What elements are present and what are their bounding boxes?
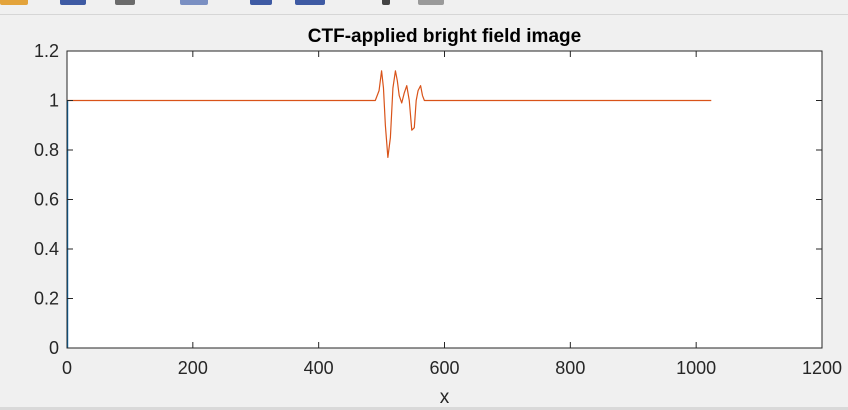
series-line-2 — [67, 70, 712, 159]
y-tick-label: 1.2 — [34, 41, 59, 61]
x-tick-label: 0 — [62, 358, 72, 378]
y-tick-label: 0.4 — [34, 239, 59, 259]
insert-colorbar-icon[interactable] — [60, 0, 86, 5]
chart-title: CTF-applied bright field image — [308, 26, 581, 47]
data-cursor-icon[interactable] — [382, 0, 390, 5]
window-bottom-edge — [0, 407, 848, 410]
x-tick-label: 600 — [429, 358, 459, 378]
y-tick-label: 0.2 — [34, 289, 59, 309]
save-icon[interactable] — [250, 0, 272, 5]
edit-plot-icon[interactable] — [418, 0, 444, 5]
insert-legend-icon[interactable] — [0, 0, 28, 5]
x-tick-label: 1200 — [802, 358, 842, 378]
x-tick-label: 200 — [178, 358, 208, 378]
x-tick-label: 400 — [304, 358, 334, 378]
plot-area — [67, 51, 822, 348]
x-tick-label: 800 — [555, 358, 585, 378]
figure-toolbar — [0, 0, 848, 15]
print-icon[interactable] — [295, 0, 325, 5]
series-layer — [67, 70, 712, 348]
y-tick-label: 0.8 — [34, 140, 59, 160]
link-plot-icon[interactable] — [180, 0, 208, 5]
y-tick-label: 1 — [49, 91, 59, 111]
axes-layer: 0 200 400 600 800 1000 1200 0 0.2 0.4 0.6 0.8 1 1.2 — [34, 41, 842, 378]
x-tick-label: 1000 — [676, 358, 716, 378]
brush-icon[interactable] — [115, 0, 135, 5]
y-tick-label: 0.6 — [34, 190, 59, 210]
y-tick-label: 0 — [49, 338, 59, 358]
x-axis-label: x — [440, 387, 450, 408]
